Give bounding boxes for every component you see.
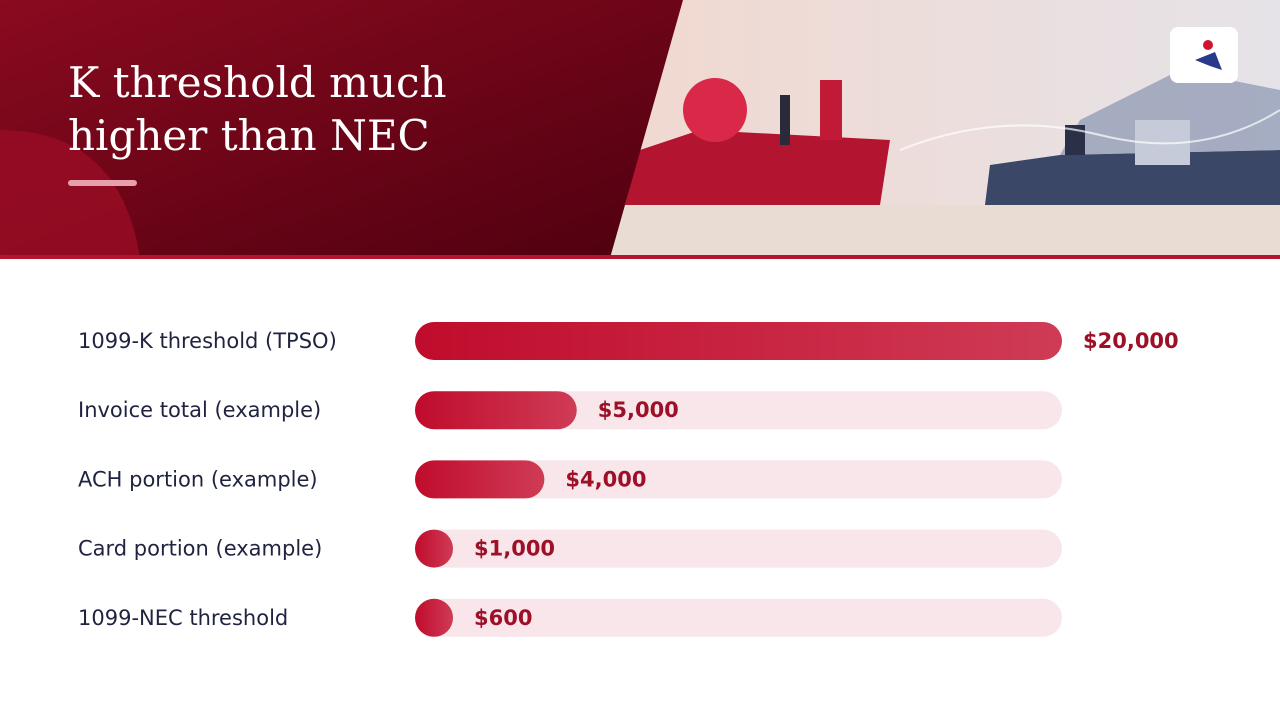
bar-track [415, 529, 1062, 568]
category-label: Invoice total (example) [78, 398, 321, 422]
category-label: Card portion (example) [78, 537, 322, 561]
value-label: $20,000 [1083, 329, 1179, 353]
value-label: $1,000 [474, 537, 555, 561]
category-label: 1099-NEC threshold [78, 606, 288, 630]
bar [415, 460, 545, 499]
category-label: ACH portion (example) [78, 467, 318, 491]
header-decoration [0, 130, 140, 258]
logo-mark [1195, 52, 1222, 70]
bar [415, 598, 453, 637]
bar [415, 529, 453, 568]
value-label: $4,000 [565, 467, 646, 491]
logo [1170, 27, 1238, 83]
bar-track [415, 391, 1062, 430]
title-underline [68, 180, 137, 186]
bar-track [415, 460, 1062, 499]
bar-track [415, 598, 1062, 637]
bar [415, 391, 577, 430]
value-label: $600 [474, 606, 532, 630]
chart-title: K threshold much higher than NEC [68, 58, 447, 160]
header-panel [0, 0, 683, 258]
header-rule [0, 255, 1280, 259]
value-label: $5,000 [598, 398, 679, 422]
category-label: 1099-K threshold (TPSO) [78, 329, 337, 353]
header-illustration [600, 0, 1280, 258]
bar [415, 322, 1062, 360]
logo-mark [1203, 40, 1213, 50]
